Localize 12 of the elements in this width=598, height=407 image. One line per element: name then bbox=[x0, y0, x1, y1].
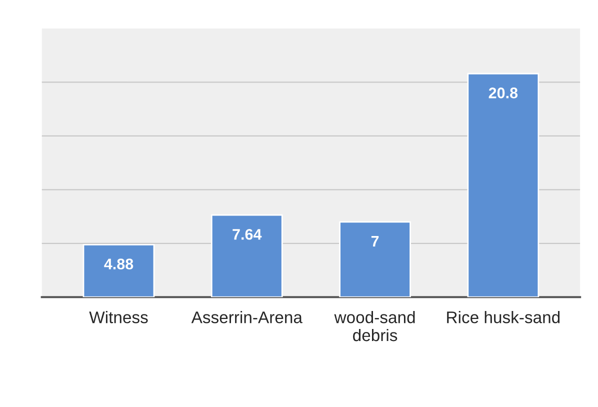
data-label: 20.8 bbox=[488, 88, 518, 98]
x-tick-label: wood-sand debris bbox=[334, 311, 415, 342]
bar bbox=[339, 221, 411, 298]
data-label: 7.64 bbox=[232, 228, 262, 240]
x-tick-label: Rice husk-sand bbox=[447, 311, 560, 324]
data-label: 4.88 bbox=[104, 258, 134, 270]
data-label: 7 bbox=[371, 236, 379, 247]
bar bbox=[467, 72, 540, 298]
x-tick-label: Asserrin-Arena bbox=[191, 311, 302, 324]
bar bbox=[210, 214, 283, 298]
bar bbox=[82, 244, 155, 298]
x-tick-label: Witness bbox=[89, 311, 148, 324]
